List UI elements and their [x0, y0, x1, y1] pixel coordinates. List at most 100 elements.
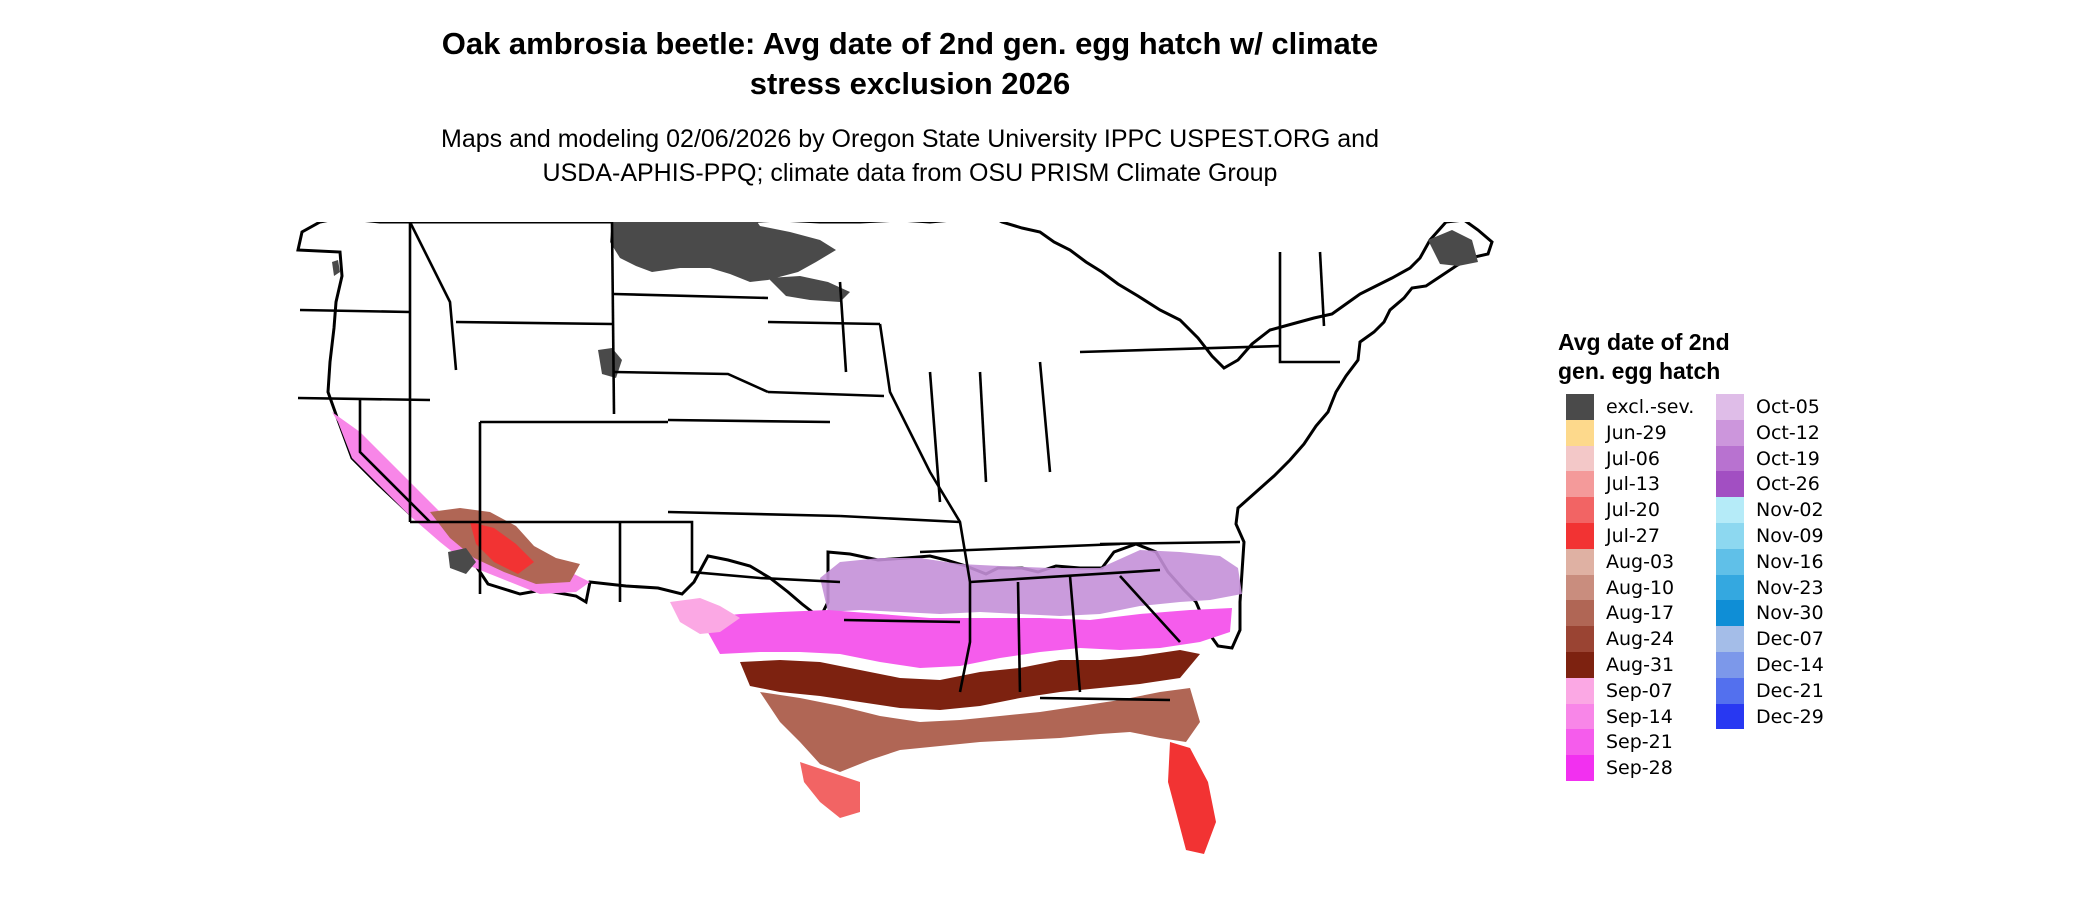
legend-swatch	[1716, 600, 1744, 627]
boundary-wi-mi	[838, 281, 848, 373]
boundary-mn-ia	[767, 320, 881, 326]
legend-label: Jul-20	[1606, 499, 1660, 522]
legend-swatch	[1566, 548, 1594, 575]
legend-label: Oct-26	[1756, 473, 1820, 496]
boundary-ar-la	[843, 618, 961, 624]
boundary-ky-tn	[919, 542, 1121, 554]
legend-swatch	[1716, 677, 1744, 704]
boundary-or-ca	[297, 396, 431, 402]
legend-swatch	[1716, 419, 1744, 446]
zone-sep-pink	[700, 608, 1232, 668]
legend-swatch	[1716, 703, 1744, 730]
boundary-new-england	[1278, 252, 1340, 364]
legend-label: Nov-09	[1756, 524, 1824, 547]
excluded-minnesota	[610, 222, 836, 282]
boundary-in-oh	[978, 371, 988, 483]
zone-aug-dark	[740, 650, 1200, 710]
legend-label: Dec-14	[1756, 653, 1824, 676]
legend-swatch	[1716, 574, 1744, 601]
boundary-sd-ne	[613, 370, 769, 394]
legend-swatch	[1716, 548, 1744, 575]
legend-label: Jun-29	[1606, 421, 1667, 444]
legend-label: excl.-sev.	[1606, 396, 1695, 418]
legend-swatch	[1566, 419, 1594, 446]
excluded-wyoming-patch	[598, 348, 622, 378]
legend-label: Nov-30	[1756, 602, 1824, 625]
boundary-ga-fl	[1039, 696, 1171, 702]
legend-swatch	[1716, 522, 1744, 549]
legend-label: Dec-29	[1756, 705, 1824, 728]
legend-label: Aug-10	[1606, 576, 1675, 599]
boundary-ms-al	[1016, 581, 1022, 693]
legend-label: Jul-27	[1606, 524, 1660, 547]
legend-swatch	[1716, 394, 1744, 420]
legend-swatch	[1566, 600, 1594, 627]
legend-swatch	[1566, 755, 1594, 781]
zone-desert-red	[470, 522, 534, 574]
zone-texas-pink	[670, 598, 740, 634]
legend-title: Avg date of 2nd gen. egg hatch	[1558, 328, 1818, 386]
legend-label: Aug-03	[1606, 550, 1675, 573]
legend-label: Dec-07	[1756, 628, 1824, 651]
legend-label: Aug-17	[1606, 602, 1675, 625]
legend-title-line1: Avg date of 2nd	[1558, 329, 1730, 355]
us-map	[296, 222, 1494, 854]
zone-aug-brown	[760, 688, 1200, 772]
boundary-ok-tx	[620, 520, 841, 584]
excluded-arizona-patch	[448, 548, 476, 574]
boundary-pa-ny	[1079, 344, 1281, 354]
legend-label: Dec-21	[1756, 679, 1824, 702]
boundary-ks-ok	[667, 510, 841, 518]
legend-swatch	[1566, 574, 1594, 601]
legend-label: Sep-21	[1606, 731, 1673, 754]
legend-label: Aug-31	[1606, 653, 1675, 676]
legend-label: Oct-05	[1756, 396, 1820, 418]
map-title-line2: stress exclusion 2026	[749, 66, 1071, 101]
map-subtitle: Maps and modeling 02/06/2026 by Oregon S…	[360, 122, 1460, 190]
map-title: Oak ambrosia beetle: Avg date of 2nd gen…	[380, 24, 1440, 104]
boundary-ia-mo	[767, 390, 885, 398]
boundary-ne-ks	[667, 418, 831, 424]
map-subtitle-line1: Maps and modeling 02/06/2026 by Oregon S…	[441, 125, 1379, 153]
boundary-tn-south	[969, 568, 1161, 584]
zone-florida-red	[1168, 742, 1216, 854]
legend-label: Nov-16	[1756, 550, 1824, 573]
legend-label: Oct-19	[1756, 447, 1820, 470]
boundary-oh-pa	[1038, 361, 1052, 473]
map-title-line1: Oak ambrosia beetle: Avg date of 2nd gen…	[441, 26, 1379, 61]
legend-swatch	[1716, 651, 1744, 678]
legend-label: Oct-12	[1756, 421, 1820, 444]
legend-swatch	[1566, 497, 1594, 523]
legend-swatch	[1566, 677, 1594, 704]
legend-swatch	[1566, 471, 1594, 498]
legend-swatch	[1716, 497, 1744, 523]
legend-label: Nov-02	[1756, 499, 1824, 522]
boundary-nd-sd	[613, 292, 769, 300]
legend-swatch	[1716, 445, 1744, 472]
boundary-mt-wy	[455, 320, 613, 326]
boundary-ga-sc	[1119, 575, 1181, 643]
map-subtitle-line2: USDA-APHIS-PPQ; climate data from OSU PR…	[542, 159, 1278, 187]
legend-swatch	[1566, 651, 1594, 678]
boundary-al-ga	[1068, 575, 1082, 693]
legend-label: Sep-14	[1606, 705, 1673, 728]
legend-swatch	[1566, 394, 1594, 420]
legend-label: Jul-06	[1606, 447, 1660, 470]
legend-swatch	[1566, 626, 1594, 652]
boundary-va-nc	[1099, 540, 1241, 546]
boundary-il-in	[928, 371, 942, 503]
legend-label: Jul-13	[1606, 473, 1660, 496]
excluded-maine	[1428, 230, 1478, 266]
legend-swatch	[1716, 471, 1744, 498]
boundary-mo-ar	[839, 514, 961, 524]
zone-oct-lavender	[820, 550, 1242, 616]
excluded-areas	[332, 222, 1478, 574]
legend-label: Sep-07	[1606, 679, 1673, 702]
legend-label: Aug-24	[1606, 628, 1675, 651]
boundary-vt-nh	[1318, 251, 1326, 327]
legend-title-line2: gen. egg hatch	[1558, 358, 1721, 384]
boundary-mt-dakota	[610, 222, 616, 415]
legend-label: Nov-23	[1756, 576, 1824, 599]
boundary-ca-nv	[358, 398, 431, 523]
legend-label: Sep-28	[1606, 757, 1673, 780]
